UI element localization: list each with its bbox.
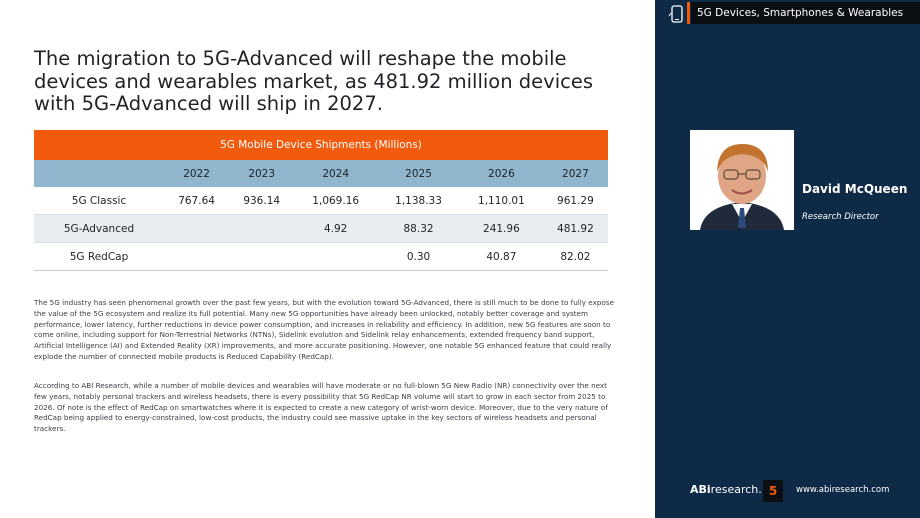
- table-cell: 82.02: [542, 242, 608, 271]
- table-title: 5G Mobile Device Shipments (Millions): [34, 130, 608, 160]
- author-photo: [690, 130, 794, 230]
- table-row: 5G RedCap 0.30 40.87 82.02: [34, 242, 608, 271]
- sidebar: David McQueen Research Director: [655, 0, 920, 518]
- table-cell: 936.14: [229, 187, 295, 215]
- year-header: 2022: [164, 160, 230, 187]
- shipments-table: 5G Mobile Device Shipments (Millions) 20…: [34, 130, 608, 271]
- year-header: 2027: [542, 160, 608, 187]
- table-cell: 481.92: [542, 214, 608, 243]
- row-label: 5G Classic: [34, 187, 164, 215]
- table-cell: 0.30: [377, 242, 460, 271]
- tag-accent-bar: [687, 2, 690, 24]
- table-cell: [229, 242, 295, 271]
- table-header-row: 2022 2023 2024 2025 2026 2027: [34, 160, 608, 187]
- table-cell: 1,069.16: [294, 187, 378, 215]
- logo-text: research.: [710, 483, 762, 496]
- row-label: 5G RedCap: [34, 242, 164, 271]
- page-headline: The migration to 5G-Advanced will reshap…: [34, 47, 594, 115]
- year-header: 2025: [377, 160, 460, 187]
- table-cell: [164, 214, 230, 243]
- year-header: 2023: [229, 160, 295, 187]
- table-row: 5G Classic 767.64 936.14 1,069.16 1,138.…: [34, 187, 608, 215]
- table-cell: [294, 242, 378, 271]
- author-name: David McQueen: [802, 182, 908, 196]
- category-tag: 5G Devices, Smartphones & Wearables: [691, 2, 920, 24]
- phone-icon: [668, 5, 683, 23]
- table-cell: [229, 214, 295, 243]
- table-cell: 961.29: [542, 187, 608, 215]
- table-cell: 767.64: [164, 187, 230, 215]
- logo-bold: ABi: [690, 483, 711, 496]
- body-paragraph-2: According to ABI Research, while a numbe…: [34, 381, 608, 434]
- table-cell: 40.87: [459, 242, 543, 271]
- year-header: 2024: [294, 160, 378, 187]
- website-link[interactable]: www.abiresearch.com: [796, 485, 890, 495]
- body-paragraph-1: The 5G industry has seen phenomenal grow…: [34, 298, 614, 361]
- table-row: 5G-Advanced 4.92 88.32 241.96 481.92: [34, 214, 608, 243]
- table-cell: 4.92: [294, 214, 378, 243]
- author-title: Research Director: [802, 212, 879, 222]
- header-empty-cell: [34, 160, 164, 187]
- main-content: The migration to 5G-Advanced will reshap…: [34, 47, 614, 434]
- row-label: 5G-Advanced: [34, 214, 164, 243]
- table-cell: 1,138.33: [377, 187, 460, 215]
- page-number: 5: [763, 480, 783, 502]
- abi-research-logo: ABiresearch.: [690, 483, 762, 496]
- table-cell: 241.96: [459, 214, 543, 243]
- table-cell: 88.32: [377, 214, 460, 243]
- table-cell: [164, 242, 230, 271]
- year-header: 2026: [459, 160, 543, 187]
- table-cell: 1,110.01: [459, 187, 543, 215]
